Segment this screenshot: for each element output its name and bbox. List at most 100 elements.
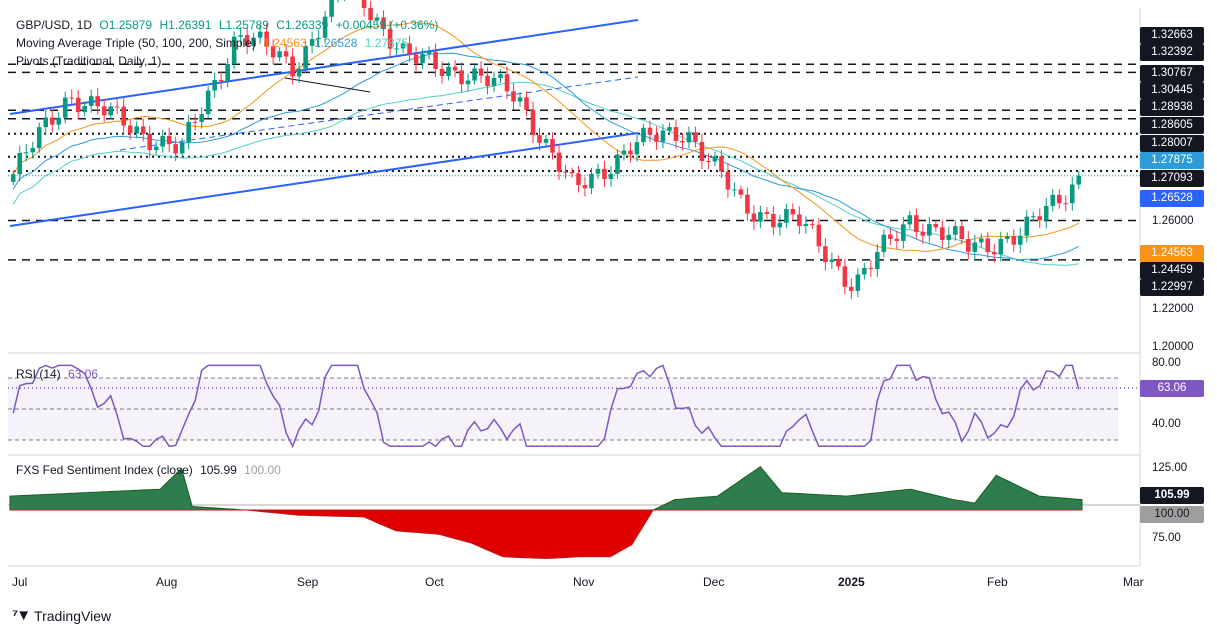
candle-body <box>966 239 971 252</box>
candle-body <box>875 251 880 270</box>
candle-body <box>1076 175 1082 185</box>
change-value: +0.00459 (+0.36%) <box>335 18 439 32</box>
candle-body <box>296 68 302 77</box>
candle-body <box>82 105 87 113</box>
candle-body <box>680 141 685 143</box>
ma50-value: 1.24563 <box>263 36 307 50</box>
rsi-axis-label: 40.00 <box>1152 418 1181 430</box>
candle-body <box>706 161 711 163</box>
candle-body <box>30 148 36 153</box>
candle-body <box>212 79 217 91</box>
candle-body <box>667 127 672 131</box>
candle-body <box>1056 194 1062 204</box>
candle-body <box>1024 216 1030 236</box>
candle-body <box>147 133 152 151</box>
candle-body <box>56 117 62 125</box>
candle-body <box>1069 184 1075 204</box>
candle-body <box>959 226 965 240</box>
candle-body <box>179 142 185 154</box>
x-axis-label: Jul <box>12 575 28 589</box>
candle-body <box>381 17 386 30</box>
x-axis-label: Mar <box>1123 575 1144 589</box>
price-axis-label: 1.26000 <box>1152 215 1194 227</box>
candle-body <box>589 173 594 189</box>
candle-body <box>426 51 432 54</box>
candle-body <box>927 223 932 236</box>
candle-body <box>829 259 835 263</box>
candle-body <box>842 266 848 287</box>
ma-legend: Moving Average Triple (50, 100, 200, Sim… <box>16 35 412 51</box>
fxs-axis-label: 125.00 <box>1152 462 1188 474</box>
candle-body <box>316 37 321 40</box>
price-tag: 1.24563 <box>1140 245 1204 262</box>
pivot-lines <box>8 63 1140 261</box>
candle-body <box>231 36 237 65</box>
candle-body <box>368 8 373 21</box>
candle-body <box>114 106 120 108</box>
candle-body <box>823 246 828 263</box>
trendlines <box>9 19 639 227</box>
open-value: O1.25879 <box>99 18 153 32</box>
candle-body <box>95 96 100 107</box>
brand-footer[interactable]: ⁷▼ TradingView <box>12 607 111 624</box>
fxs-value-tag: 105.99 <box>1140 487 1204 504</box>
candle-body <box>387 29 393 49</box>
candle-body <box>413 54 419 64</box>
candle-body <box>322 16 328 38</box>
candle-body <box>784 209 789 223</box>
candle-body <box>407 43 412 55</box>
candle-body <box>23 152 29 154</box>
candle-body <box>745 194 750 214</box>
candle-body <box>771 213 776 228</box>
candle-body <box>738 189 744 195</box>
candle-body <box>75 97 81 113</box>
candle-body <box>173 144 178 154</box>
candle-body <box>394 48 399 50</box>
x-axis-label: Oct <box>425 575 444 589</box>
candle-body <box>790 209 796 215</box>
candle-body <box>1063 203 1069 205</box>
candle-body <box>888 234 893 239</box>
candle-body <box>524 97 529 110</box>
candle-body <box>563 171 568 173</box>
pivots-legend: Pivots (Traditional, Daily, 1) <box>16 53 165 69</box>
candle-body <box>257 31 263 38</box>
candle-body <box>556 152 562 172</box>
price-tag: 1.32663 <box>1140 27 1204 44</box>
candle-body <box>608 173 614 179</box>
rsi-legend: RSI (14) 63.06 <box>16 366 102 382</box>
candle-body <box>504 74 510 92</box>
rsi-label: RSI (14) <box>16 367 61 381</box>
candle-body <box>946 234 952 240</box>
candle-body <box>251 37 256 47</box>
candle-body <box>517 97 523 102</box>
ohlc-legend: GBP/USD, 1D O1.25879 H1.26391 L1.25789 C… <box>16 17 442 33</box>
candle-body <box>881 234 887 252</box>
candle-body <box>920 231 926 236</box>
high-value: H1.26391 <box>159 18 212 32</box>
candle-body <box>797 214 802 226</box>
candle-body <box>849 286 854 291</box>
upper-channel-line <box>9 19 639 115</box>
candle-body <box>491 77 497 87</box>
candle-body <box>998 238 1004 255</box>
price-tag: 1.22997 <box>1140 279 1204 296</box>
candle-body <box>101 106 107 116</box>
candle-body <box>1018 235 1023 245</box>
candle-body <box>1005 236 1010 239</box>
candle-body <box>940 227 945 240</box>
candle-body <box>758 212 763 222</box>
candle-body <box>472 68 477 81</box>
x-axis-label: Nov <box>573 575 595 589</box>
candle-body <box>901 224 906 241</box>
candle-body <box>985 238 991 253</box>
candle-body <box>1011 236 1017 245</box>
candle-body <box>166 135 172 145</box>
close-value: C1.26339 <box>276 18 329 32</box>
candle-body <box>836 259 841 267</box>
candle-body <box>10 174 16 182</box>
candle-body <box>498 74 503 78</box>
candle-body <box>647 127 653 135</box>
rsi-value-tag: 63.06 <box>1140 380 1204 397</box>
